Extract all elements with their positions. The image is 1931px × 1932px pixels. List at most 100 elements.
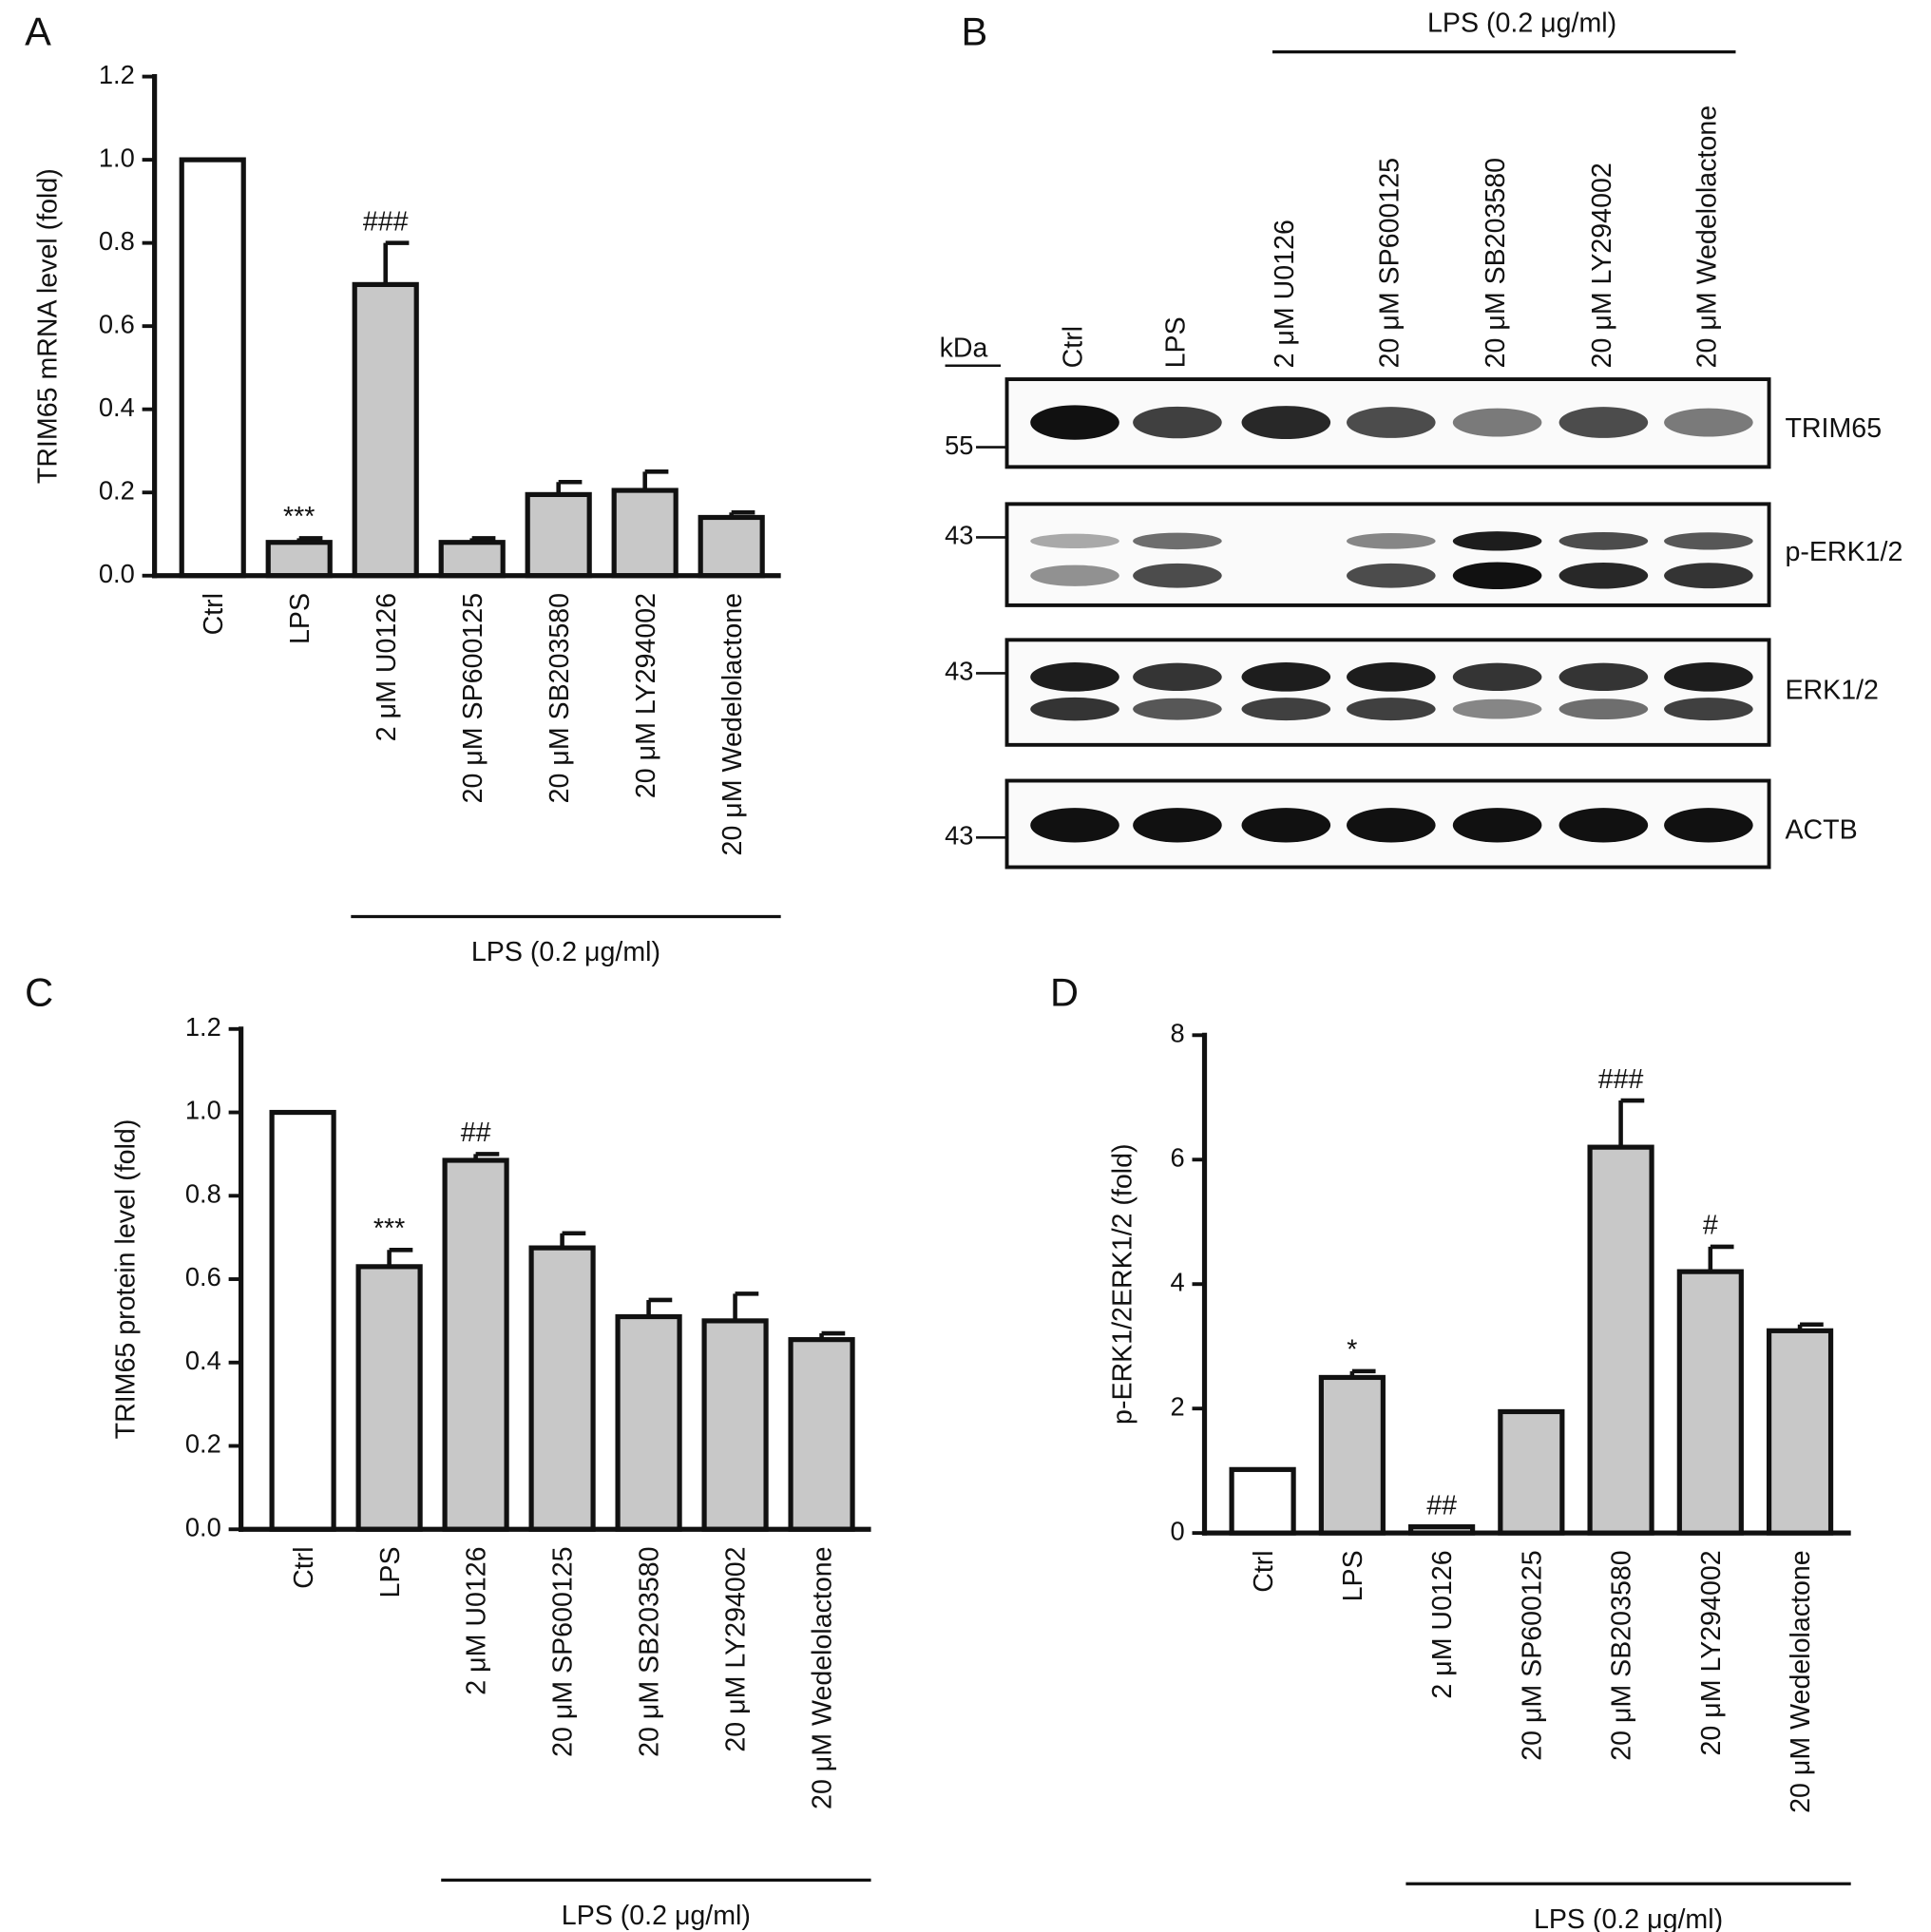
y-tick-label: 0.8 [185, 1178, 221, 1208]
panel-label: B [961, 9, 987, 53]
blot-band [1558, 662, 1649, 691]
error-bar [646, 1297, 673, 1317]
lane-label: 20 μM SP600125 [1374, 158, 1405, 368]
x-tick-label: 2 μM U0126 [462, 1546, 492, 1694]
y-axis-label: TRIM65 protein level (fold) [111, 1119, 142, 1440]
x-tick-label: 20 μM SP600125 [458, 593, 488, 803]
y-tick-label: 0.0 [99, 559, 135, 588]
blot-band [1452, 662, 1542, 691]
lane-label: 20 μM LY294002 [1587, 163, 1617, 368]
bar [1498, 1408, 1565, 1536]
annotation: ### [363, 206, 409, 237]
panel-label: A [25, 9, 51, 53]
row-label: ERK1/2 [1785, 675, 1879, 705]
blot-band [1452, 808, 1542, 843]
y-tick-label: 0.6 [185, 1262, 221, 1291]
annotation: # [1703, 1211, 1718, 1241]
x-tick-label: 20 μM SB203580 [635, 1546, 665, 1756]
blot-band [1664, 698, 1753, 721]
y-tick-label: 1.0 [99, 143, 135, 172]
blot-band [1664, 808, 1753, 843]
bar [442, 1157, 509, 1532]
y-tick-label: 4 [1171, 1267, 1185, 1296]
bar [615, 1313, 682, 1532]
bar [265, 540, 333, 579]
bar [701, 1318, 769, 1532]
blot-band [1241, 698, 1331, 721]
error-bar [387, 1248, 413, 1267]
blot-band [1133, 808, 1222, 843]
row-label: ACTB [1785, 814, 1857, 845]
y-tick-label: 0.4 [99, 392, 135, 422]
treatment-label: LPS (0.2 μg/ml) [471, 937, 660, 967]
error-bar [642, 469, 669, 491]
y-tick-label: 2 [1171, 1391, 1185, 1421]
panel-label: C [25, 970, 53, 1015]
blot-band [1452, 562, 1542, 590]
bar [1229, 1466, 1296, 1536]
lane-label: LPS [1160, 316, 1191, 368]
error-bar [1618, 1098, 1645, 1148]
x-tick-label: Ctrl [199, 593, 229, 635]
blot-band [1347, 533, 1436, 549]
annotation: *** [373, 1214, 405, 1244]
blot-band [1558, 531, 1649, 550]
blot-band [1558, 698, 1649, 720]
y-tick-label: 6 [1171, 1142, 1185, 1172]
blot-band [1030, 697, 1119, 721]
treatment-label: LPS (0.2 μg/ml) [562, 1901, 751, 1931]
marker-label: 43 [945, 657, 973, 686]
blot-band [1030, 808, 1119, 843]
blot-band [1347, 808, 1436, 843]
blot-band [1347, 698, 1436, 721]
blot-band [1664, 408, 1753, 437]
x-tick-label: 20 μM SB203580 [1607, 1550, 1637, 1760]
row-label: TRIM65 [1785, 413, 1882, 444]
blot-band [1664, 563, 1753, 589]
x-tick-label: 20 μM Wedelolactone [717, 593, 748, 855]
bar [1766, 1328, 1834, 1536]
x-tick-label: LPS [1338, 1550, 1368, 1601]
y-axis-label: p-ERK1/2ERK1/2 (fold) [1108, 1143, 1138, 1424]
bar [1587, 1144, 1654, 1536]
blot-band [1133, 698, 1222, 720]
blot-band [1558, 407, 1649, 438]
y-tick-label: 0.6 [99, 309, 135, 338]
y-tick-label: 1.2 [99, 60, 135, 89]
blot-band [1030, 533, 1119, 549]
bar [179, 157, 246, 579]
blot-band [1452, 531, 1542, 551]
blot-band [1664, 662, 1753, 692]
blot-band [1452, 408, 1542, 437]
marker-label: 43 [945, 521, 973, 550]
bar [698, 514, 765, 579]
blot-band [1241, 406, 1331, 440]
bar [1676, 1269, 1744, 1536]
x-tick-label: 2 μM U0126 [372, 593, 402, 741]
y-tick-label: 0.2 [99, 475, 135, 505]
lane-label: 20 μM Wedelolactone [1692, 105, 1722, 368]
blot-band [1030, 564, 1119, 586]
x-tick-label: 20 μM Wedelolactone [808, 1546, 838, 1808]
y-tick-label: 0.0 [185, 1512, 221, 1541]
blot-frame [1004, 502, 1771, 607]
blot-band [1347, 662, 1436, 692]
x-tick-label: 20 μM SB203580 [545, 593, 575, 803]
annotation: *** [283, 502, 315, 532]
x-tick-label: 20 μM SP600125 [1517, 1550, 1547, 1760]
bar [1318, 1374, 1386, 1536]
y-tick-label: 1.2 [185, 1012, 221, 1042]
blot-band [1452, 698, 1542, 719]
x-tick-label: 20 μM Wedelolactone [1786, 1550, 1816, 1812]
blot-band [1030, 405, 1119, 440]
error-bar [383, 240, 410, 285]
annotation: ## [1426, 1490, 1457, 1521]
bar [352, 281, 419, 579]
blot-band [1241, 662, 1331, 692]
blot-frame [1004, 638, 1771, 747]
y-tick-label: 0.4 [185, 1346, 221, 1375]
lane-label: 20 μM SB203580 [1481, 158, 1511, 368]
bar [611, 488, 679, 579]
bar [525, 491, 592, 579]
